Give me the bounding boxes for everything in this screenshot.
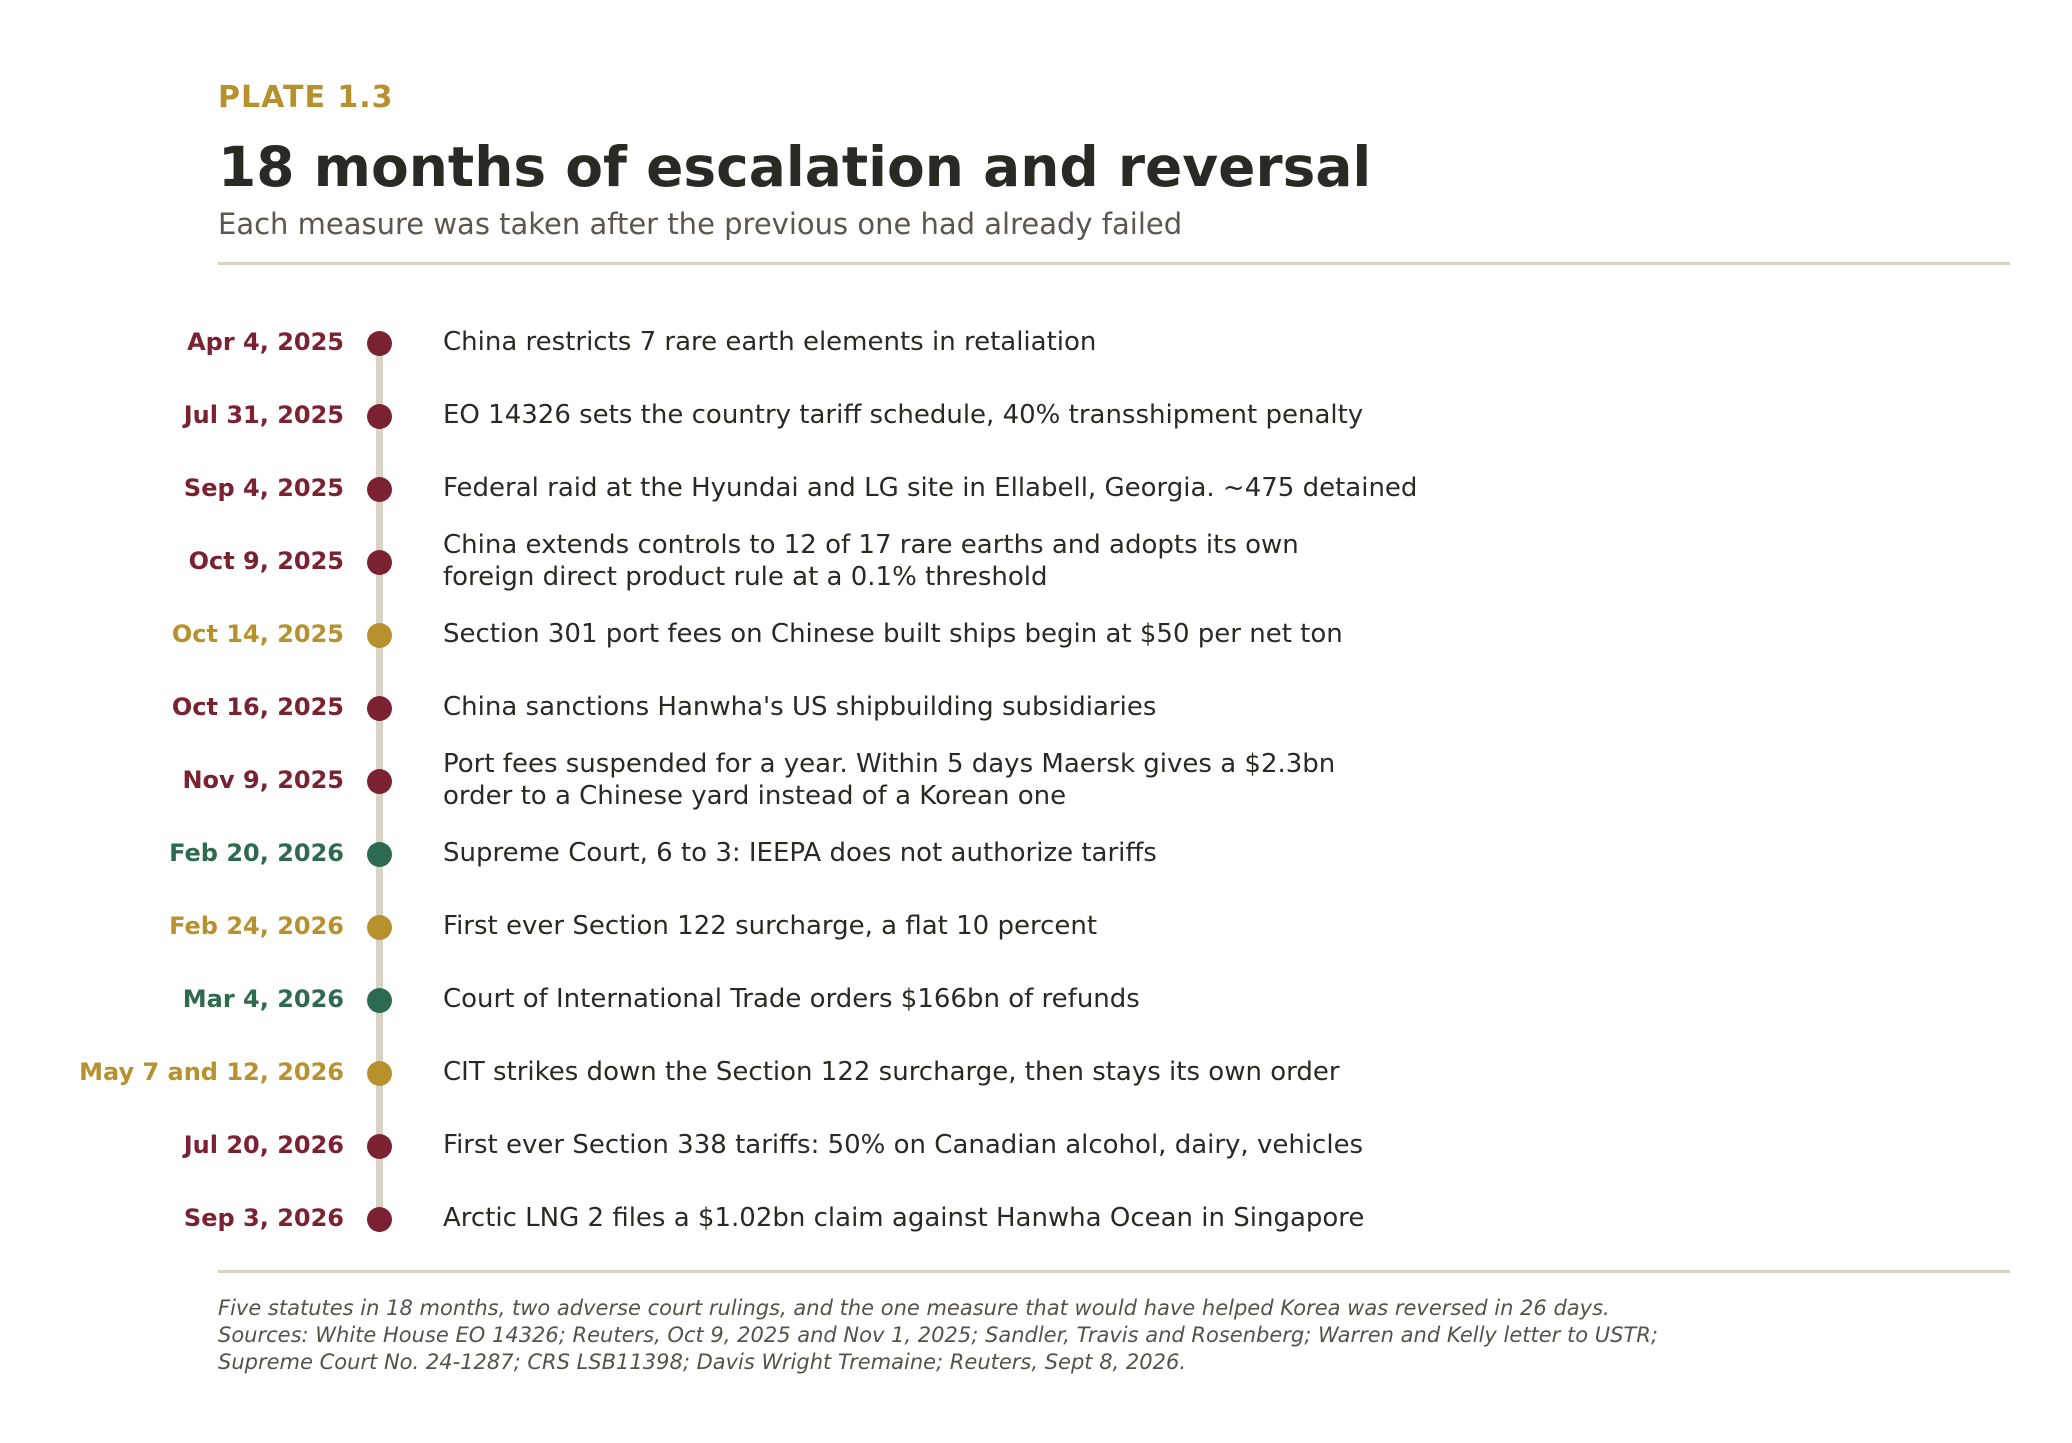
event-description: China sanctions Hanwha's US shipbuilding… (443, 692, 1157, 722)
event-marker-dot (367, 1207, 392, 1232)
timeline-event: May 7 and 12, 2026 CIT strikes down the S… (0, 1036, 2072, 1109)
event-date: Oct 14, 2025 (171, 620, 344, 648)
event-description: Section 301 port fees on Chinese built s… (443, 619, 1343, 649)
event-marker-dot (367, 550, 392, 575)
event-marker-dot (367, 477, 392, 502)
event-marker-dot (367, 404, 392, 429)
event-date: Oct 9, 2025 (188, 547, 344, 575)
event-date: Mar 4, 2026 (182, 985, 344, 1013)
event-description: First ever Section 338 tariffs: 50% on C… (443, 1130, 1364, 1160)
timeline-event: Nov 9, 2025 Port fees suspended for a yea… (0, 744, 2072, 817)
event-date: Jul 31, 2025 (183, 401, 344, 429)
event-date: Sep 3, 2026 (183, 1204, 344, 1232)
event-description: CIT strikes down the Section 122 surchar… (443, 1057, 1340, 1087)
event-marker-dot (367, 1061, 392, 1086)
event-description: EO 14326 sets the country tariff schedul… (443, 400, 1364, 430)
event-description: China restricts 7 rare earth elements in… (443, 327, 1097, 357)
event-marker-dot (367, 988, 392, 1013)
event-date: Nov 9, 2025 (182, 766, 344, 794)
event-marker-dot (367, 696, 392, 721)
event-date: Apr 4, 2025 (187, 328, 344, 356)
event-description: Federal raid at the Hyundai and LG site … (443, 473, 1418, 503)
event-date: Oct 16, 2025 (171, 693, 344, 721)
event-marker-dot (367, 1134, 392, 1159)
timeline-event: Apr 4, 2025 China restricts 7 rare earth … (0, 306, 2072, 379)
event-date: May 7 and 12, 2026 (79, 1058, 344, 1086)
bottom-divider (218, 1270, 2010, 1273)
event-marker-dot (367, 915, 392, 940)
event-date: Sep 4, 2025 (183, 474, 344, 502)
event-date: Feb 20, 2026 (169, 839, 344, 867)
event-description: Court of International Trade orders $166… (443, 984, 1140, 1014)
event-description: China extends controls to 12 of 17 rare … (443, 530, 1299, 592)
timeline-event: Feb 20, 2026 Supreme Court, 6 to 3: IEEPA… (0, 817, 2072, 890)
event-date: Feb 24, 2026 (169, 912, 344, 940)
event-marker-dot (367, 769, 392, 794)
timeline-event: Oct 16, 2025 China sanctions Hanwha's US … (0, 671, 2072, 744)
footnote-sources-line-1: Sources: White House EO 14326; Reuters, … (218, 1323, 1658, 1347)
timeline-event: Oct 9, 2025 China extends controls to 12 … (0, 525, 2072, 598)
event-description: Port fees suspended for a year. Within 5… (443, 749, 1336, 811)
page-subtitle: Each measure was taken after the previou… (218, 207, 1183, 241)
timeline-event: Sep 4, 2025 Federal raid at the Hyundai a… (0, 452, 2072, 525)
footnote-summary: Five statutes in 18 months, two adverse … (218, 1296, 1610, 1320)
page-title: 18 months of escalation and reversal (218, 135, 1372, 199)
plate-label: PLATE 1.3 (218, 80, 394, 115)
timeline-event: Oct 14, 2025 Section 301 port fees on Chi… (0, 598, 2072, 671)
footnote-sources-line-2: Supreme Court No. 24-1287; CRS LSB11398;… (218, 1350, 1187, 1374)
event-marker-dot (367, 623, 392, 648)
timeline-event: Feb 24, 2026 First ever Section 122 surch… (0, 890, 2072, 963)
event-marker-dot (367, 331, 392, 356)
timeline-event: Jul 20, 2026 First ever Section 338 tarif… (0, 1109, 2072, 1182)
event-description: Arctic LNG 2 files a $1.02bn claim again… (443, 1203, 1365, 1233)
timeline-event: Sep 3, 2026 Arctic LNG 2 files a $1.02bn … (0, 1182, 2072, 1255)
event-description: First ever Section 122 surcharge, a flat… (443, 911, 1098, 941)
timeline-event: Jul 31, 2025 EO 14326 sets the country ta… (0, 379, 2072, 452)
footnote: Five statutes in 18 months, two adverse … (218, 1295, 1658, 1376)
event-marker-dot (367, 842, 392, 867)
timeline-event: Mar 4, 2026 Court of International Trade … (0, 963, 2072, 1036)
top-divider (218, 262, 2010, 265)
event-description: Supreme Court, 6 to 3: IEEPA does not au… (443, 838, 1157, 868)
event-date: Jul 20, 2026 (183, 1131, 344, 1159)
